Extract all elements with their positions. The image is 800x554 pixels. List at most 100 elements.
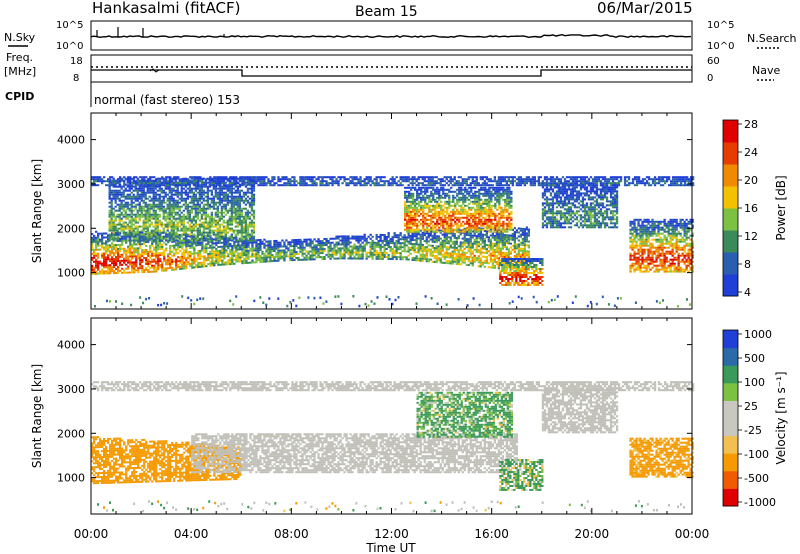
echo-cell [261,250,264,253]
echo-cell [431,246,434,249]
echo-cell [438,226,441,229]
echo-cell [129,247,132,250]
echo-cell [357,245,360,248]
echo-cell [170,193,173,196]
echo-cell [250,237,254,240]
echo-cell [410,214,413,217]
echo-cell [341,253,344,256]
echo-cell [126,193,129,196]
echo-cell [205,243,208,246]
echo-cell [202,177,205,180]
echo-cell [503,240,506,242]
echo-cell [183,257,186,260]
echo-cell [463,253,466,256]
echo-cell [151,264,154,267]
echo-cell [243,248,246,251]
echo-cell [466,214,469,217]
echo-cell [194,237,197,240]
echo-cell [142,201,145,204]
echo-cell [269,250,272,253]
echo-cell [375,243,378,246]
echo-cell [281,257,284,260]
echo-cell [406,198,409,201]
echo-cell [142,207,145,210]
echo-cell [170,233,173,236]
echo-cell [164,223,167,226]
echo-cell [186,187,189,190]
echo-cell [150,199,153,202]
echo-cell [499,259,502,262]
echo-cell [228,199,231,202]
echo-cell [437,249,440,252]
echo-cell [453,242,456,245]
echo-cell [417,237,420,240]
echo-cell [251,261,254,264]
echo-cell [136,239,139,242]
echo-cell [93,260,96,263]
echo-cell [168,195,171,198]
echo-cell [414,222,417,225]
echo-cell [203,235,206,238]
echo-cell [140,185,143,188]
echo-cell [112,189,115,192]
echo-cell [119,255,122,258]
echo-cell [349,249,352,252]
echo-cell [107,236,110,239]
echo-cell [186,227,189,230]
echo-cell [345,245,348,248]
echo-cell [432,224,435,227]
echo-cell [166,213,169,216]
echo-cell [236,221,239,224]
echo-cell [357,249,360,252]
echo-cell [311,250,314,253]
echo-cell [399,256,402,259]
echo-cell [232,207,235,210]
echo-cell [507,242,510,245]
echo-cell [253,241,256,244]
echo-cell [191,252,194,255]
echo-cell [168,223,171,226]
echo-cell [225,263,228,266]
echo-cell [184,197,187,200]
echo-cell [408,228,411,231]
echo-cell [130,185,133,188]
echo-cell [231,252,234,255]
echo-cell [122,191,125,194]
echo-cell [115,244,118,247]
echo-cell [391,242,394,245]
echo-cell [523,250,526,253]
echo-cell [204,211,207,214]
echo-cell [170,187,173,190]
echo-cell [130,191,133,194]
echo-cell [472,216,475,219]
echo-cell [423,240,426,243]
echo-cell [154,205,157,208]
echo-cell [206,181,209,184]
echo-cell [146,189,149,192]
echo-cell [230,197,233,200]
echo-cell [148,205,151,208]
echo-cell [432,188,435,191]
echo-cell [479,261,482,264]
echo-cell [222,221,225,224]
echo-cell [133,239,136,242]
echo-cell [385,252,388,254]
echo-cell [137,243,140,246]
echo-cell [426,194,429,197]
echo-cell [327,247,330,250]
echo-cell [130,239,133,242]
echo-cell [190,195,193,198]
echo-cell [204,231,207,234]
echo-cell [216,235,219,238]
echo-cell [419,237,422,240]
echo-cell [472,212,475,215]
echo-cell [463,237,466,240]
echo-cell [407,234,410,237]
echo-cell [112,185,115,188]
echo-cell [184,205,187,208]
echo-cell [250,185,254,188]
echo-cell [168,189,171,192]
echo-cell [462,210,465,213]
echo-cell [490,208,493,211]
echo-cell [199,243,202,246]
